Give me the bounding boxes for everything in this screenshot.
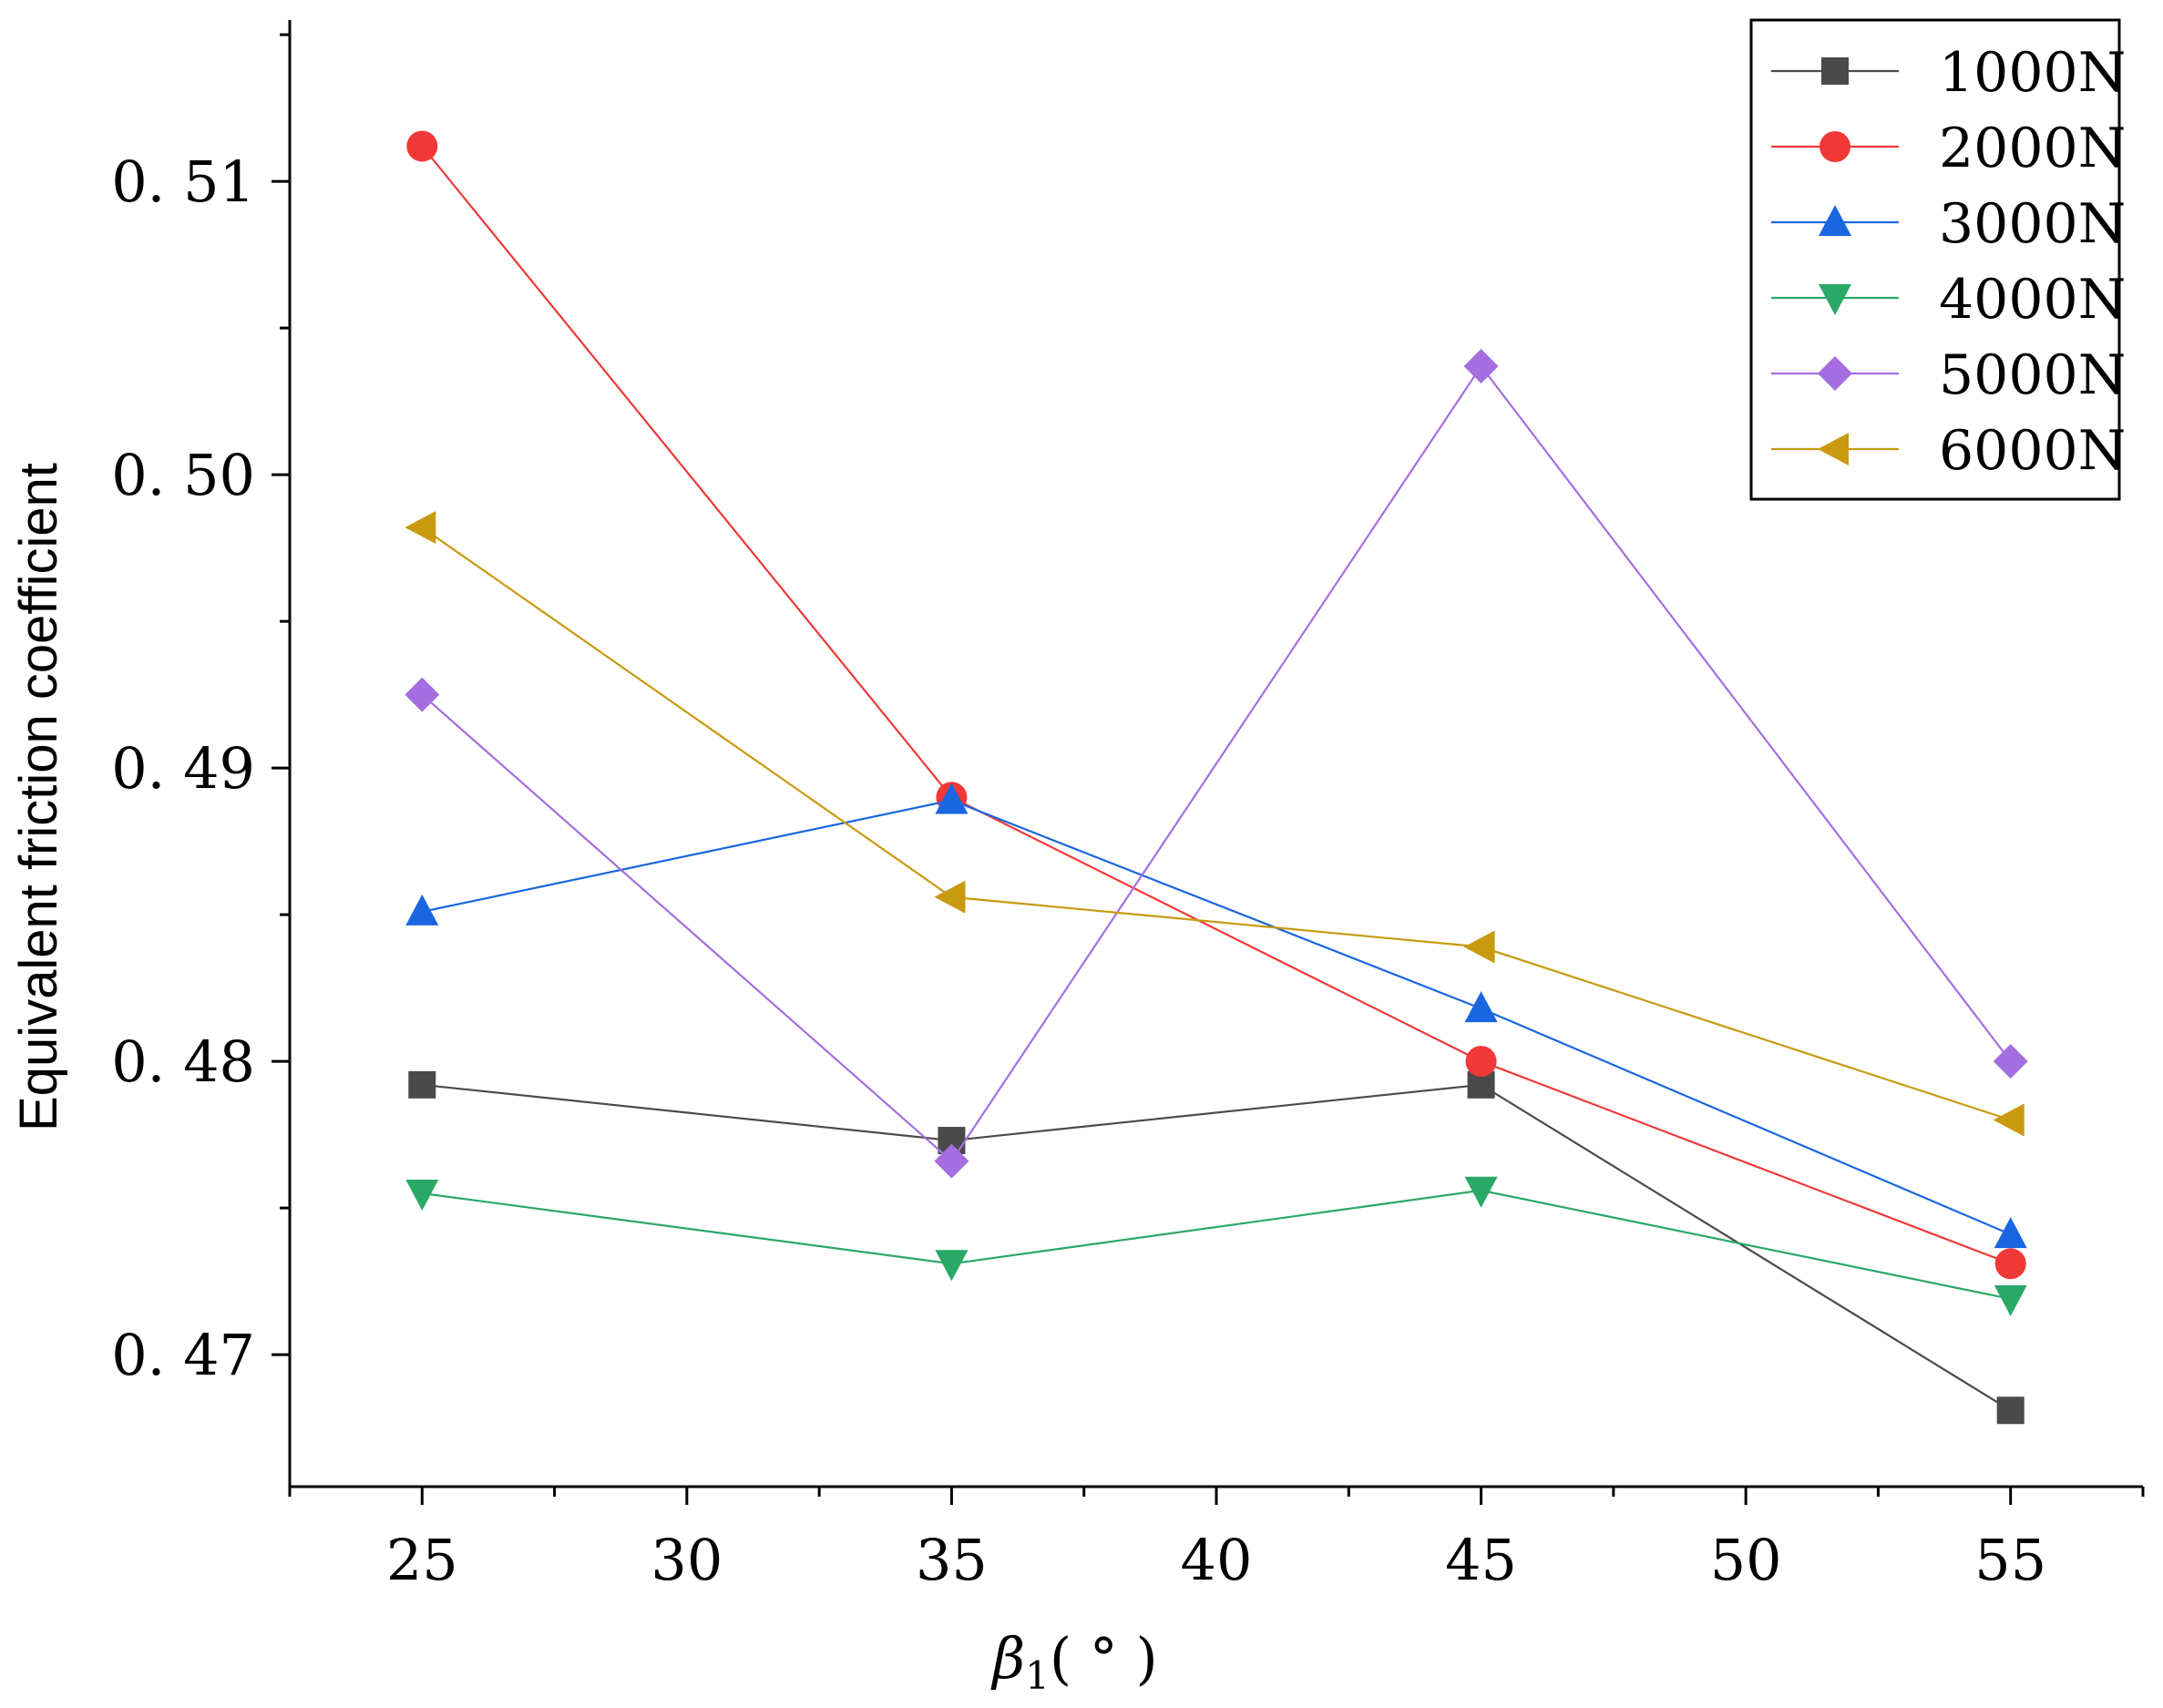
legend-marker — [1819, 205, 1851, 236]
series-line-4000N — [422, 1189, 2011, 1300]
y-tick-label: 0. 50 — [111, 442, 255, 508]
data-point-4000N — [1994, 1284, 2027, 1316]
legend-label: 5000N — [1939, 343, 2126, 407]
axes: 25 30 35 40 45 50 55 0. 47 0. 48 0. 49 0. 50 0. 51 — [111, 20, 2145, 1593]
legend-item-5000N: 5000N — [1771, 343, 2126, 407]
series-line-6000N — [421, 527, 2012, 1121]
legend-item-1000N: 1000N — [1771, 41, 2126, 105]
series-layer — [405, 130, 2028, 1425]
legend: 1000N 2000N 3000N 4000N 5000N 6000N — [1749, 18, 2126, 501]
data-point-5000N — [405, 677, 440, 712]
x-axis-unit: ( ° ) — [1050, 1625, 1158, 1692]
x-tick-label: 30 — [651, 1527, 723, 1593]
legend-marker — [1818, 356, 1852, 391]
x-tick-label: 40 — [1181, 1527, 1253, 1593]
data-point-4000N — [1464, 1176, 1498, 1208]
data-point-5000N — [1463, 348, 1499, 384]
legend-item-3000N: 3000N — [1771, 192, 2126, 256]
y-axis-title: Equivalent friction coefficient — [9, 463, 68, 1131]
legend-label: 6000N — [1939, 419, 2126, 483]
data-point-3000N — [935, 782, 969, 814]
series-4000N — [405, 1176, 2027, 1316]
x-tick-label: 35 — [916, 1527, 988, 1593]
series-line-1000N — [422, 1083, 2012, 1412]
data-point-3000N — [405, 894, 439, 926]
legend-label: 3000N — [1939, 192, 2126, 256]
x-tick-label: 55 — [1974, 1527, 2046, 1593]
legend-item-4000N: 4000N — [1771, 268, 2126, 332]
series-line-3000N — [422, 799, 2012, 1236]
data-point-6000N — [405, 511, 436, 545]
x-axis-title: β1( ° ) — [990, 1625, 1157, 1698]
y-tick-label: 0. 49 — [111, 735, 255, 802]
series-line-5000N — [421, 364, 2012, 1163]
series-line-2000N — [421, 145, 2012, 1265]
legend-item-2000N: 2000N — [1771, 117, 2126, 180]
data-point-6000N — [1463, 930, 1495, 964]
data-point-3000N — [1994, 1217, 2027, 1249]
data-point-5000N — [1993, 1044, 2028, 1079]
legend-label: 4000N — [1939, 268, 2126, 332]
series-1000N — [408, 1070, 2025, 1425]
data-point-4000N — [405, 1180, 439, 1211]
data-point-1000N — [408, 1070, 436, 1099]
y-tick-label: 0. 47 — [111, 1322, 255, 1388]
x-axis-symbol: β — [990, 1625, 1025, 1692]
data-point-3000N — [1464, 991, 1498, 1023]
data-point-5000N — [934, 1143, 969, 1179]
legend-label: 1000N — [1939, 41, 2126, 105]
legend-marker — [1821, 57, 1849, 85]
legend-marker — [1819, 284, 1851, 315]
y-tick-label: 0. 51 — [111, 148, 255, 215]
series-6000N — [405, 511, 2025, 1137]
legend-marker — [1818, 433, 1849, 465]
legend-item-6000N: 6000N — [1771, 419, 2126, 483]
legend-label: 2000N — [1939, 117, 2126, 180]
data-point-6000N — [934, 880, 966, 914]
data-point-2000N — [1994, 1248, 2026, 1280]
series-2000N — [406, 130, 2026, 1280]
legend-marker — [1820, 131, 1850, 162]
x-axis-subscript: 1 — [1025, 1653, 1050, 1698]
series-5000N — [405, 348, 2028, 1179]
data-point-2000N — [1465, 1046, 1497, 1078]
legend-box — [1749, 18, 2121, 501]
x-tick-label: 50 — [1710, 1527, 1782, 1593]
x-tick-label: 45 — [1445, 1527, 1517, 1593]
data-point-1000N — [1996, 1396, 2025, 1425]
data-point-4000N — [935, 1250, 969, 1282]
series-3000N — [405, 782, 2027, 1249]
y-tick-label: 0. 48 — [111, 1028, 255, 1095]
data-point-2000N — [406, 130, 438, 162]
x-tick-label: 25 — [386, 1527, 458, 1593]
data-point-6000N — [1993, 1103, 2025, 1137]
